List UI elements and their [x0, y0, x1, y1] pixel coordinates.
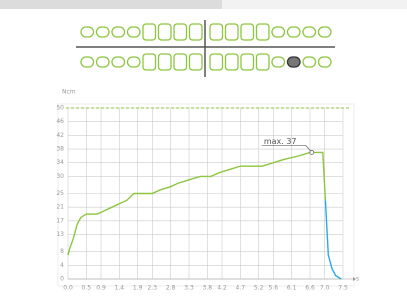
x-tick-label: 0.9 — [96, 285, 106, 292]
x-tick-label: 7.5 — [338, 285, 348, 292]
tooth — [241, 54, 254, 70]
series-line — [325, 200, 341, 279]
tooth — [272, 57, 285, 67]
y-tick-label: 13 — [56, 231, 64, 238]
annotation-text: max. 37 — [264, 137, 297, 146]
tooth — [288, 27, 301, 37]
x-tick-label: 1.9 — [133, 285, 143, 292]
tooth — [257, 24, 270, 40]
tooth — [319, 57, 332, 67]
y-tick-label: 4 — [60, 262, 64, 269]
tooth — [112, 57, 125, 67]
y-axis-label: Ncm — [62, 89, 76, 96]
y-tick-label: 34 — [56, 159, 64, 166]
x-tick-label: 4.7 — [236, 285, 246, 292]
tooth — [241, 24, 254, 40]
tooth — [128, 27, 141, 37]
tooth — [174, 24, 187, 40]
x-tick-label: 6.6 — [305, 285, 315, 292]
x-tick-label: 6.1 — [287, 285, 297, 292]
tooth — [226, 54, 239, 70]
y-tick-label: 21 — [56, 204, 64, 211]
x-tick-label: 7.0 — [320, 285, 330, 292]
tooth — [159, 54, 172, 70]
tooth — [159, 24, 172, 40]
tooth — [112, 27, 125, 37]
y-tick-label: 42 — [56, 132, 64, 139]
x-tick-label: 5.2 — [254, 285, 264, 292]
y-tick-label: 8 — [60, 248, 64, 255]
y-tick-label: 38 — [56, 146, 64, 153]
tooth — [128, 57, 141, 67]
top-bar — [0, 0, 222, 9]
page: Ncm s 0 4 8 13 17 21 25 30 34 38 42 46 50 0.0 0.5 0.9 1.… — [0, 0, 407, 302]
tooth — [81, 57, 94, 67]
x-tick-label: 3.8 — [203, 285, 213, 292]
x-tick-label: 3.3 — [184, 285, 194, 292]
x-tick-label: 4.2 — [217, 285, 227, 292]
tooth — [226, 24, 239, 40]
x-tick-label: 2.3 — [148, 285, 158, 292]
tooth — [143, 24, 156, 40]
tooth — [272, 27, 285, 37]
series-line — [68, 152, 325, 255]
tooth — [97, 27, 110, 37]
tooth — [190, 24, 203, 40]
y-tick-label: 30 — [56, 173, 64, 180]
y-tick-label: 46 — [56, 118, 64, 125]
plot-frame — [58, 104, 354, 286]
tooth — [174, 54, 187, 70]
top-bar-right — [222, 0, 407, 9]
tooth — [319, 27, 332, 37]
x-axis-label: s — [356, 276, 359, 283]
tooth-selected — [288, 57, 301, 67]
x-tick-label: 1.4 — [115, 285, 125, 292]
tooth — [257, 54, 270, 70]
teeth-diagram — [76, 20, 335, 77]
tooth — [303, 27, 316, 37]
y-tick-label: 50 — [56, 105, 64, 112]
max-marker — [310, 150, 314, 154]
tooth — [190, 54, 203, 70]
tooth — [143, 54, 156, 70]
x-tick-label: 0.5 — [82, 285, 92, 292]
tooth — [81, 27, 94, 37]
chart: Ncm s 0 4 8 13 17 21 25 30 34 38 42 46 50 0.0 0.5 0.9 1.… — [0, 0, 407, 302]
x-tick-label: 2.8 — [166, 285, 176, 292]
y-tick-label: 0 — [60, 276, 64, 283]
y-tick-label: 17 — [56, 217, 64, 224]
tooth — [210, 24, 223, 40]
tooth — [303, 57, 316, 67]
y-tick-label: 25 — [56, 190, 64, 197]
x-tick-label: 0.0 — [63, 285, 73, 292]
tooth — [210, 54, 223, 70]
tooth — [97, 57, 110, 67]
x-tick-label: 5.6 — [269, 285, 279, 292]
